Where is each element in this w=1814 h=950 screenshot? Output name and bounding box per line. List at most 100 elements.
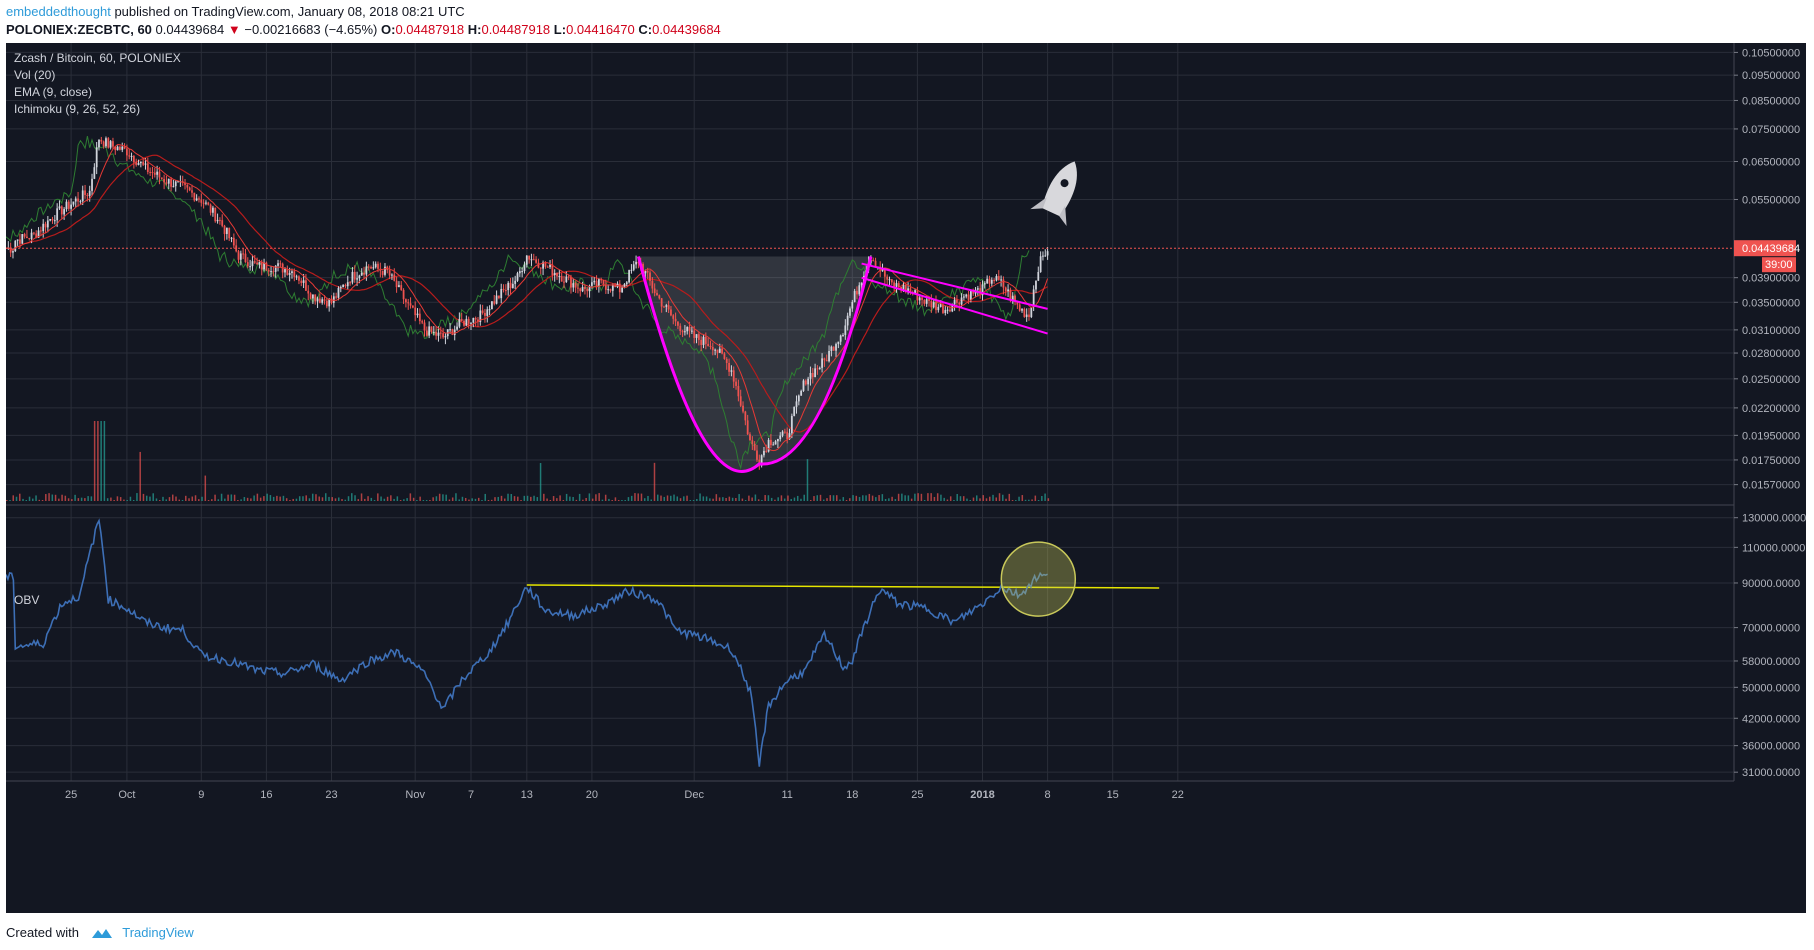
last-price-badge-text: 0.04439684 <box>1742 243 1800 255</box>
obv-highlight-circle[interactable] <box>1000 541 1077 617</box>
obv-axis[interactable]: 130000.0000 110000.0000 90000.0000 70000.00… <box>1734 513 1806 779</box>
candle-body <box>302 280 305 283</box>
volume-bar <box>1002 494 1004 501</box>
time-tick-label: 9 <box>198 789 204 801</box>
candle-body <box>756 450 758 460</box>
low-value: 0.04416470 <box>566 22 635 37</box>
candle-body <box>491 301 493 310</box>
legend-obv[interactable]: OBV <box>14 593 40 607</box>
volume-bar <box>875 497 877 501</box>
cup-curve[interactable] <box>636 256 873 473</box>
volume-bar <box>201 496 203 501</box>
volume-bar <box>341 499 343 501</box>
candle-body <box>688 326 691 331</box>
time-tick-label: 7 <box>468 789 474 801</box>
candle-body <box>811 373 814 378</box>
candle-body <box>353 271 356 280</box>
volume-bar <box>507 493 509 501</box>
time-axis[interactable]: 25 Oct 9 16 23 Nov 7 13 20 Dec 11 18 25 2018 8 15 22 <box>65 789 1184 801</box>
tradingview-link[interactable]: TradingView <box>122 925 194 940</box>
candle-body <box>142 162 145 165</box>
obv-tick-label: 36000.0000 <box>1742 741 1800 753</box>
volume-bar <box>464 497 467 501</box>
price-tick-label: 0.01750000 <box>1742 455 1800 467</box>
candle-body <box>300 280 303 283</box>
candle-body <box>107 138 110 148</box>
price-axis[interactable]: 0.10500000 0.09500000 0.08500000 0.07500000… <box>1734 47 1800 492</box>
candle-body <box>1030 306 1033 318</box>
candle-body <box>921 297 923 300</box>
volume-bar <box>28 496 31 501</box>
volume-bar <box>836 495 838 501</box>
volume-bar <box>692 500 695 501</box>
volume-bar <box>448 499 451 501</box>
legend-ichimoku[interactable]: Ichimoku (9, 26, 52, 26) <box>14 102 141 116</box>
obv-tick-label: 110000.0000 <box>1742 542 1805 554</box>
candle-body <box>716 349 719 353</box>
volume-bar <box>432 497 434 501</box>
candle-body <box>1042 255 1044 257</box>
volume-bar <box>543 493 545 501</box>
candle-body <box>500 288 503 299</box>
volume-bar <box>741 498 744 501</box>
candle-body <box>511 283 514 289</box>
candle-body <box>109 141 112 148</box>
candle-body <box>72 201 75 205</box>
candle-body <box>532 259 535 261</box>
volume-bar <box>923 500 926 501</box>
candle-body <box>430 326 433 333</box>
volume-bar <box>347 496 350 501</box>
candle-body <box>239 253 242 260</box>
price-tick-label: 0.07500000 <box>1742 124 1800 136</box>
candle-body <box>486 309 489 316</box>
volume-bar <box>377 493 379 501</box>
obv-trend-line[interactable] <box>526 584 1160 589</box>
volume-bar <box>41 500 44 501</box>
candle-body <box>628 270 630 283</box>
candle-body <box>67 201 70 209</box>
candle-body <box>49 219 52 221</box>
candle-body <box>102 141 105 147</box>
candle-body <box>888 279 891 281</box>
price-tick-label: 0.08500000 <box>1742 95 1800 107</box>
candle-body <box>700 339 703 345</box>
candle-body <box>739 396 742 406</box>
open-value: 0.04487918 <box>395 22 465 37</box>
volume-bar <box>569 496 571 501</box>
chart-canvas[interactable]: 0.10500000 0.09500000 0.08500000 0.07500000… <box>6 43 1806 913</box>
candle-body <box>553 272 556 276</box>
volume-bar <box>298 496 301 501</box>
legend-volume[interactable]: Vol (20) <box>14 68 56 82</box>
candle-body <box>360 272 363 276</box>
legend-ema[interactable]: EMA (9, close) <box>14 85 93 99</box>
volume-bar <box>61 494 63 501</box>
chart-frame[interactable]: 0.10500000 0.09500000 0.08500000 0.07500000… <box>6 43 1806 913</box>
candle-body <box>946 309 949 311</box>
volume-bar <box>409 493 412 501</box>
candle-body <box>293 271 296 277</box>
candle-body <box>151 172 154 174</box>
candle-body <box>249 266 252 268</box>
candle-body <box>835 344 837 351</box>
rocket-body <box>1030 161 1077 227</box>
volume-bar <box>663 496 666 501</box>
author-link[interactable]: embeddedthought <box>6 4 111 19</box>
candle-body <box>184 182 186 185</box>
volume-bar <box>914 493 916 501</box>
candle-body <box>463 320 465 326</box>
volume-bar <box>823 499 825 501</box>
volume-bar <box>767 495 770 501</box>
volume-bar <box>396 496 399 501</box>
candle-body <box>39 230 42 232</box>
symbol-label[interactable]: POLONIEX:ZECBTC, 60 <box>6 22 152 37</box>
candle-body <box>384 266 386 275</box>
candle-body <box>949 309 951 312</box>
candle-body <box>781 431 784 436</box>
candle-body <box>409 303 412 306</box>
volume-bar <box>901 493 903 501</box>
handle-wedge-lines[interactable] <box>861 262 1048 335</box>
candle-body <box>821 358 823 368</box>
price-candles[interactable] <box>7 136 1049 470</box>
candle-body <box>907 288 909 292</box>
candle-body <box>930 300 933 308</box>
